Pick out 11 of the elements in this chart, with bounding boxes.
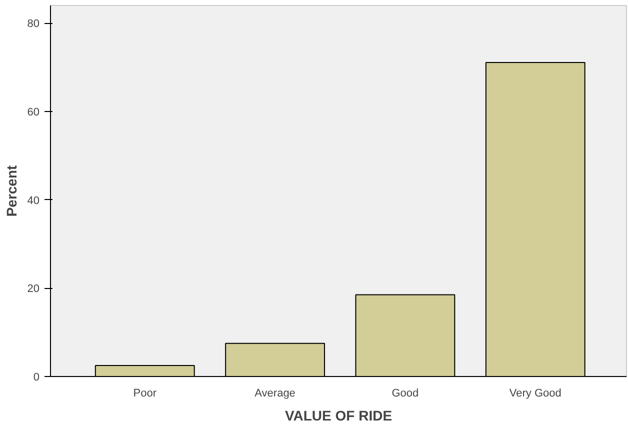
y-tick-label: 80 xyxy=(27,18,40,30)
y-axis-title: Percent xyxy=(3,164,20,217)
y-tick-label: 0 xyxy=(33,372,40,384)
x-tick-label: Poor xyxy=(133,388,157,400)
x-axis-title: VALUE OF RIDE xyxy=(284,408,392,424)
y-tick-label: 40 xyxy=(27,194,40,207)
y-tick-label: 60 xyxy=(27,106,40,118)
x-tick-label: Good xyxy=(392,388,419,400)
x-tick-label: Average xyxy=(254,388,296,400)
x-tick-label: Very Good xyxy=(509,388,562,400)
y-tick-label: 20 xyxy=(27,283,40,296)
